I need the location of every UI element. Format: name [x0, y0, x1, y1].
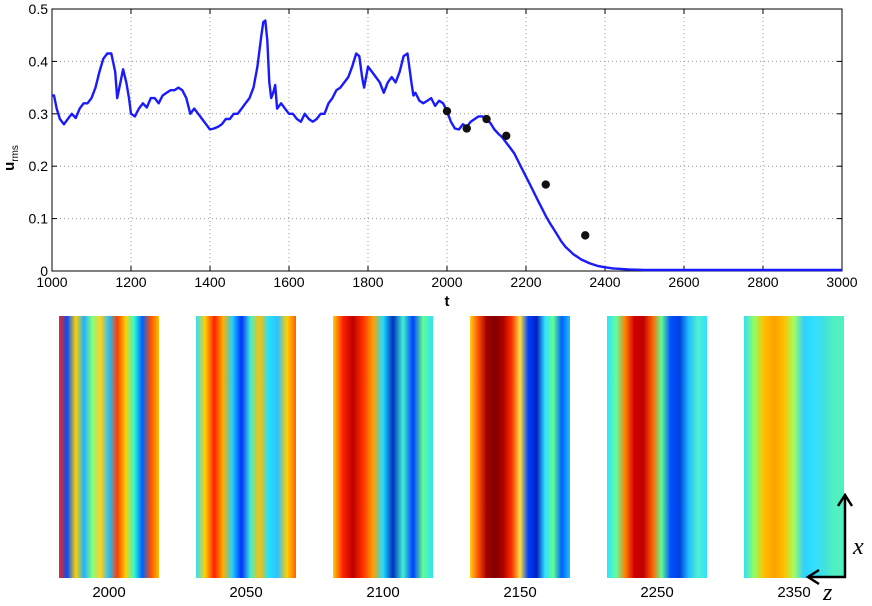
x-tick-label: 1400 — [194, 274, 225, 290]
x-direction-label: x — [852, 534, 864, 560]
y-axis-label: urms — [1, 145, 21, 171]
marker-point — [581, 231, 590, 240]
snapshot-label: 2350 — [777, 584, 810, 601]
marker-points — [442, 106, 590, 240]
x-axis-label: t — [445, 293, 450, 310]
x-tick-label: 2800 — [747, 274, 778, 290]
y-tick-label: 0.5 — [29, 1, 49, 17]
snapshot-panel — [333, 316, 433, 578]
y-tick-label: 0.3 — [29, 106, 49, 122]
z-arrow-head — [805, 568, 820, 586]
grid-lines — [52, 9, 842, 271]
x-tick-label: 2400 — [589, 274, 620, 290]
y-axis-label-main: u — [1, 162, 18, 171]
y-tick-label: 0.4 — [29, 53, 49, 69]
snapshot-panel — [744, 316, 844, 578]
snapshot-label: 2050 — [229, 584, 262, 601]
x-tick-label: 2600 — [668, 274, 699, 290]
y-axis-label-sub: rms — [10, 145, 21, 162]
x-tick-label: 2000 — [431, 274, 462, 290]
marker-point — [482, 114, 491, 124]
x-tick-labels: 1000 1200 1400 1600 1800 2000 2200 2400 2600 2800… — [36, 274, 857, 290]
snapshot-panel — [470, 316, 570, 578]
svg-text:urms: urms — [1, 145, 21, 171]
axes-frame — [51, 8, 843, 272]
x-arrow-head — [836, 492, 854, 507]
x-tick-label: 1600 — [273, 274, 304, 290]
snapshot-panel — [59, 316, 159, 578]
marker-point — [442, 106, 452, 116]
marker-point — [541, 180, 550, 189]
snapshot-panel — [196, 316, 296, 578]
z-direction-label: z — [822, 580, 833, 606]
x-tick-label: 1200 — [115, 274, 146, 290]
snapshot-label: 2250 — [640, 584, 673, 601]
snapshot-label: 2100 — [366, 584, 399, 601]
x-tick-label: 1800 — [352, 274, 383, 290]
series-line-urms — [52, 19, 842, 272]
x-tick-label: 1000 — [36, 274, 67, 290]
marker-point — [502, 131, 511, 141]
y-tick-label: 0.1 — [29, 211, 49, 227]
coordinate-axes: x z — [805, 492, 864, 606]
y-tick-label: 0.2 — [29, 158, 49, 174]
snapshot-panel — [607, 316, 707, 578]
snapshot-label: 2000 — [92, 584, 125, 601]
x-tick-label: 3000 — [826, 274, 857, 290]
snapshot-label: 2150 — [503, 584, 536, 601]
y-tick-label: 0 — [40, 263, 48, 279]
marker-point — [462, 124, 471, 133]
axis-ticks — [51, 8, 843, 272]
x-tick-label: 2200 — [510, 274, 541, 290]
y-tick-labels: 0 0.1 0.2 0.3 0.4 0.5 — [29, 1, 49, 279]
snapshot-panels: 2000 2050 2100 2150 2250 2350 — [59, 316, 844, 601]
